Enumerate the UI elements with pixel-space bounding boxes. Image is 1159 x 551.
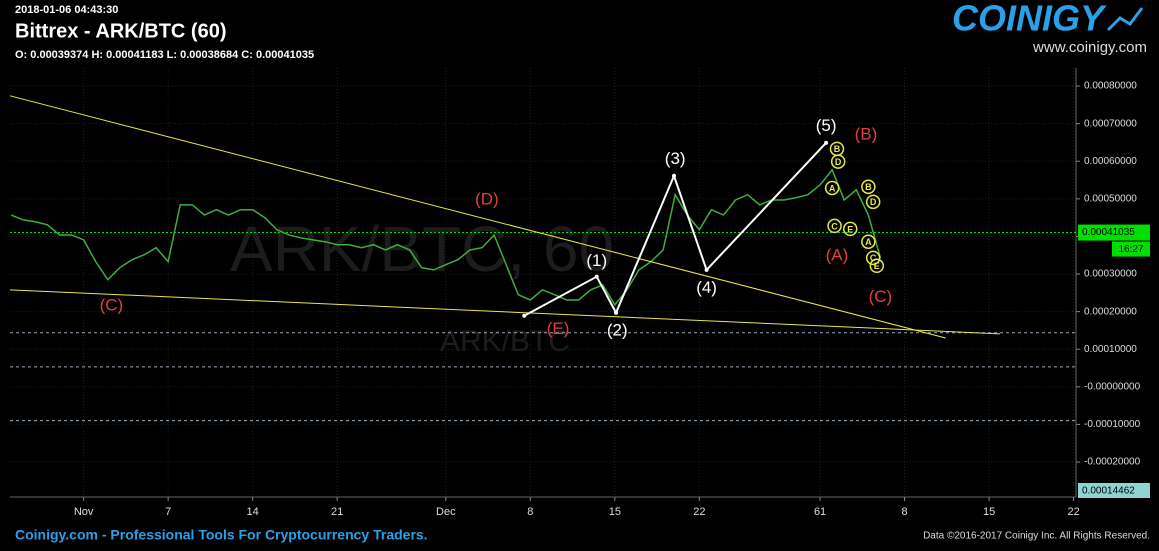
ohlc: O: 0.00039374 H: 0.00041183 L: 0.0003868… (15, 49, 314, 61)
wave-label: (D) (475, 189, 499, 208)
sub-wave-circle (869, 258, 885, 274)
wave-label: (1) (586, 251, 607, 270)
wave-label: (C) (869, 287, 893, 306)
wave-label: (5) (816, 116, 837, 135)
y-tick-label: 0.00020000 (1084, 306, 1137, 317)
wave-label: (A) (826, 245, 849, 264)
wave-label: (E) (547, 319, 570, 338)
y-tick-label: 0.00070000 (1084, 118, 1137, 129)
wave-point (614, 310, 619, 315)
timestamp: 2018-01-06 04:43:30 (15, 4, 118, 16)
sub-wave-label: B (834, 144, 841, 154)
sub-wave-circle (865, 194, 881, 210)
trendline (9, 289, 1000, 335)
sub-wave-label: A (829, 183, 836, 193)
time-label: 16:27 (1118, 244, 1143, 255)
sub-wave-circle (865, 250, 881, 266)
sub-wave-label: D (835, 157, 842, 167)
y-tick-label: -0.00000000 (1084, 381, 1141, 392)
wave-point (594, 274, 599, 279)
y-tick-label: 0.00080000 (1084, 81, 1137, 92)
chart-title: Bittrex - ARK/BTC (60) (15, 20, 227, 42)
wave-point (704, 267, 709, 272)
footer-left: Coinigy.com - Professional Tools For Cry… (15, 527, 428, 543)
sub-wave-label: A (865, 237, 872, 247)
sub-wave-circle (861, 234, 876, 249)
x-tick-label: 61 (814, 506, 826, 518)
watermark-sub: ARK/BTC (440, 325, 570, 358)
wave-point (671, 173, 676, 178)
wave-label: (3) (665, 149, 686, 168)
y-tick-label: 0.00060000 (1084, 156, 1137, 167)
x-tick-label: 14 (247, 506, 259, 518)
logo-icon (1106, 7, 1144, 32)
sub-wave-circle (842, 221, 858, 237)
x-tick-label: 22 (1067, 506, 1079, 518)
sub-wave-circle (824, 180, 840, 196)
sub-wave-label: C (870, 253, 877, 263)
last-price-box (1078, 224, 1150, 241)
logo-url: www.coinigy.com (1032, 39, 1147, 56)
sub-wave-label: E (874, 261, 880, 271)
time-box (1112, 241, 1150, 257)
x-tick-label: 8 (527, 506, 533, 518)
sub-wave-circle (830, 154, 846, 169)
sub-wave-label: B (865, 182, 872, 192)
volume-label: 0.00014462 (1082, 486, 1135, 497)
wave-label: (B) (855, 124, 878, 143)
y-tick-label: 0.00030000 (1084, 269, 1137, 280)
x-tick-label: Dec (436, 506, 456, 518)
sub-wave-label: D (870, 197, 877, 207)
sub-wave-label: E (847, 224, 853, 234)
watermark-text: ARK/BTC, 60 (230, 213, 614, 285)
wave-point (522, 313, 527, 318)
wave-label: (2) (607, 320, 628, 339)
logo: COINIGY (952, 0, 1107, 39)
y-tick-label: -0.00020000 (1084, 457, 1141, 468)
wave-point (824, 140, 829, 145)
y-tick-label: -0.00010000 (1084, 419, 1141, 430)
price-line (10, 168, 882, 307)
sub-wave-circle (861, 179, 876, 195)
x-tick-label: 22 (693, 506, 705, 518)
footer-right: Data ©2016-2017 Coinigy Inc. All Rights … (923, 531, 1150, 542)
y-tick-label: 0.00010000 (1084, 344, 1137, 355)
x-tick-label: 15 (983, 506, 995, 518)
y-tick-label: 0.00050000 (1084, 193, 1137, 204)
sub-wave-label: C (831, 221, 838, 231)
x-tick-label: 7 (165, 506, 171, 518)
x-tick-label: Nov (74, 506, 94, 518)
trendline (9, 95, 946, 339)
wave-label: (4) (696, 278, 717, 297)
x-tick-label: 15 (609, 506, 621, 518)
x-tick-label: 8 (902, 506, 908, 518)
trendline (523, 142, 827, 317)
sub-wave-circle (827, 218, 842, 234)
x-tick-label: 21 (331, 506, 343, 518)
wave-label: (C) (100, 295, 124, 314)
volume-box (1078, 483, 1150, 498)
last-price-label: 0.00041035 (1082, 227, 1135, 238)
